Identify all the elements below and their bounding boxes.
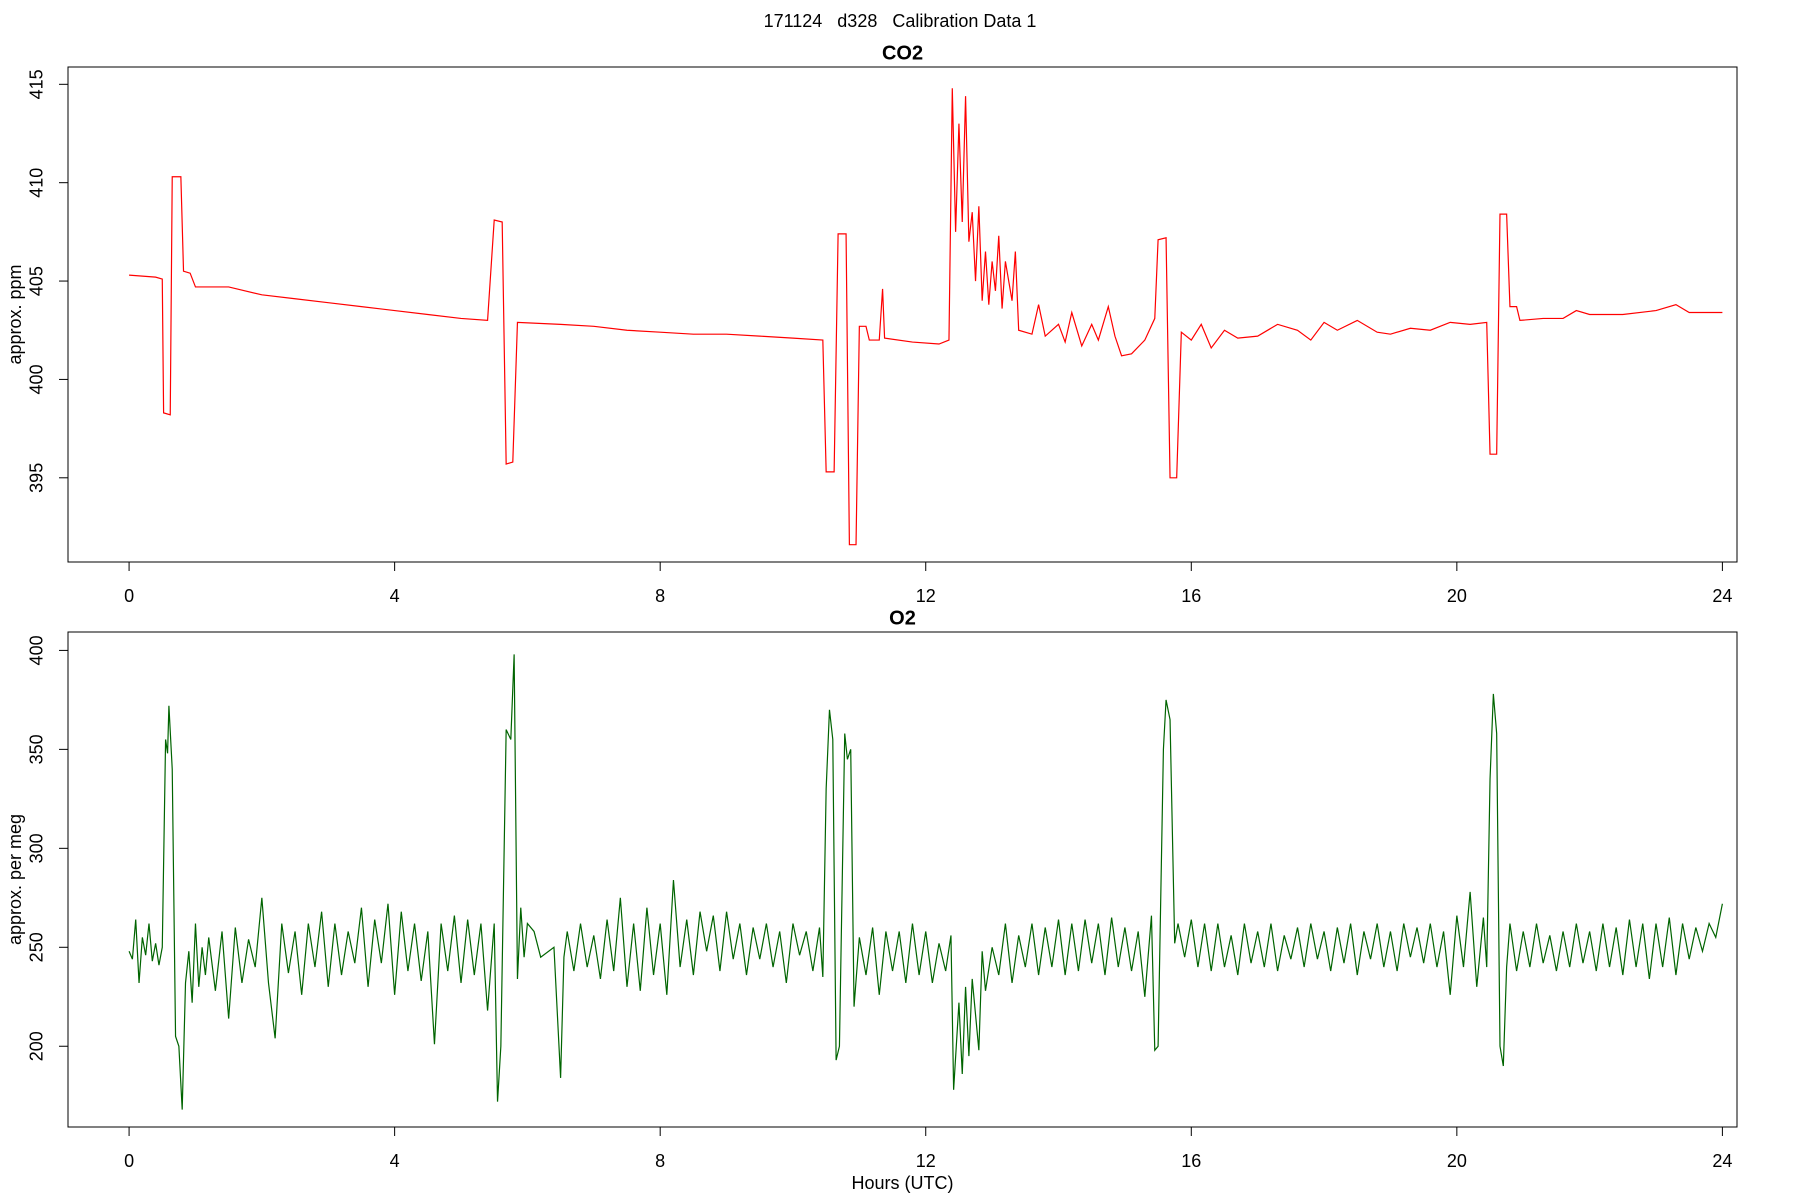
- x-tick-label: 0: [124, 1151, 134, 1171]
- y-tick-label: 405: [27, 266, 47, 296]
- x-tick-label: 12: [916, 1151, 936, 1171]
- page-title: 171124 d328 Calibration Data 1: [764, 11, 1037, 31]
- y-tick-label: 410: [27, 168, 47, 198]
- x-tick-label: 16: [1181, 1151, 1201, 1171]
- x-tick-label: 0: [124, 586, 134, 606]
- x-tick-label: 24: [1712, 586, 1732, 606]
- y-axis-label: approx. per meg: [5, 814, 25, 945]
- x-tick-label: 20: [1447, 1151, 1467, 1171]
- x-tick-label: 20: [1447, 586, 1467, 606]
- panel-title: O2: [889, 607, 916, 629]
- plot-frame: [67, 631, 1738, 1128]
- x-tick-label: 12: [916, 586, 936, 606]
- x-tick-label: 4: [390, 1151, 400, 1171]
- x-tick-label: 8: [655, 1151, 665, 1171]
- y-tick-label: 350: [27, 734, 47, 764]
- y-tick-label: 200: [27, 1031, 47, 1061]
- x-tick-label: 16: [1181, 586, 1201, 606]
- y-tick-label: 415: [27, 69, 47, 99]
- y-tick-label: 250: [27, 932, 47, 962]
- y-tick-label: 400: [27, 635, 47, 665]
- y-tick-label: 395: [27, 463, 47, 493]
- x-axis-label: Hours (UTC): [852, 1173, 954, 1193]
- data-line: [128, 654, 1723, 1110]
- plot-frame: [67, 66, 1738, 563]
- y-axis-label: approx. ppm: [5, 264, 25, 364]
- x-tick-label: 24: [1712, 1151, 1732, 1171]
- panel-title: CO2: [882, 42, 923, 64]
- y-tick-label: 400: [27, 364, 47, 394]
- x-tick-label: 8: [655, 586, 665, 606]
- data-line: [129, 88, 1723, 546]
- y-tick-label: 300: [27, 833, 47, 863]
- x-tick-label: 4: [390, 586, 400, 606]
